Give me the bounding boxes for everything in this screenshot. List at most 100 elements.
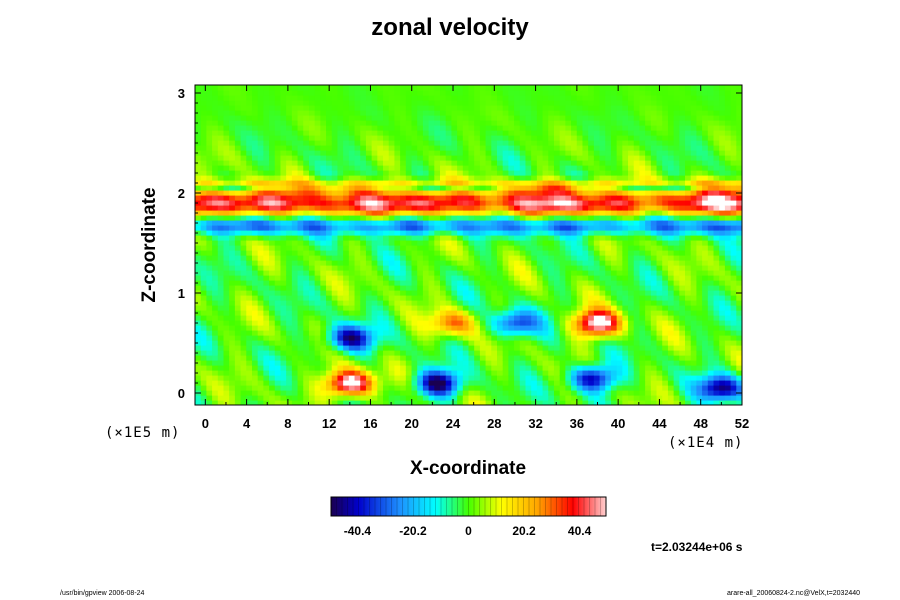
heatmap-cell [514,140,521,146]
heatmap-cell [599,140,606,146]
heatmap-cell [348,220,356,226]
heatmap-cell [593,130,601,136]
heatmap-cell [200,400,207,405]
heatmap-cell [360,295,367,301]
heatmap-cell [206,135,213,141]
heatmap-cell [234,260,242,266]
heatmap-cell [195,125,202,131]
heatmap-cell [440,185,447,191]
heatmap-cell [234,370,242,376]
heatmap-cell [440,250,447,256]
heatmap-cell [496,130,504,136]
heatmap-cell [360,380,367,386]
heatmap-cell [297,340,304,346]
heatmap-cell [371,295,378,301]
heatmap-cell [246,345,253,351]
heatmap-cell [508,390,515,396]
heatmap-cell [326,260,333,266]
heatmap-cell [240,330,247,336]
heatmap-cell [462,240,470,246]
heatmap-cell [633,345,641,351]
heatmap-cell [286,335,293,341]
heatmap-cell [354,240,361,246]
heatmap-cell [303,180,310,186]
heatmap-cell [229,105,236,111]
heatmap-cell [536,255,544,261]
heatmap-cell [212,330,219,336]
heatmap-cell [536,100,544,106]
heatmap-cell [582,150,589,156]
heatmap-cell [394,95,401,101]
heatmap-cell [217,180,225,186]
heatmap-cell [308,170,316,176]
heatmap-cell [354,335,361,341]
heatmap-cell [274,325,282,331]
heatmap-cell [462,340,470,346]
heatmap-cell [297,235,304,241]
heatmap-cell [576,260,584,266]
heatmap-cell [468,170,475,176]
heatmap-cell [462,385,470,391]
heatmap-cell [548,140,555,146]
heatmap-cell [354,150,361,156]
heatmap-cell [605,230,612,236]
heatmap-cell [559,310,566,316]
heatmap-cell [331,120,339,126]
heatmap-cell [337,165,344,171]
heatmap-cell [496,335,504,341]
heatmap-cell [422,335,430,341]
heatmap-cell [251,380,259,386]
heatmap-cell [223,365,230,371]
heatmap-cell [217,235,225,241]
heatmap-cell [422,395,430,401]
heatmap-cell [496,140,504,146]
heatmap-cell [548,320,555,326]
heatmap-cell [491,145,498,151]
heatmap-cell [479,360,487,366]
heatmap-cell [195,310,202,316]
heatmap-cell [400,345,407,351]
heatmap-cell [354,235,361,241]
heatmap-cell [548,260,555,266]
heatmap-cell [223,125,230,131]
heatmap-cell [314,140,321,146]
heatmap-cell [445,190,453,196]
heatmap-cell [314,105,321,111]
heatmap-cell [200,370,207,376]
heatmap-cell [485,130,492,136]
heatmap-cell [531,320,538,326]
heatmap-cell [457,195,464,201]
heatmap-cell [257,215,264,221]
heatmap-cell [377,140,384,146]
heatmap-cell [496,225,504,231]
heatmap-cell [217,300,225,306]
heatmap-cell [234,235,242,241]
heatmap-cell [571,330,578,336]
heatmap-cell [485,175,492,181]
heatmap-cell [571,265,578,271]
heatmap-cell [360,120,367,126]
heatmap-cell [337,160,344,166]
heatmap-cell [326,370,333,376]
heatmap-cell [422,240,430,246]
heatmap-cell [571,220,578,226]
heatmap-cell [605,155,612,161]
heatmap-cell [491,250,498,256]
heatmap-cell [508,250,515,256]
heatmap-cell [257,290,264,296]
heatmap-cell [246,335,253,341]
heatmap-cell [536,285,544,291]
heatmap-cell [280,190,287,196]
heatmap-cell [269,370,276,376]
heatmap-cell [565,265,572,271]
heatmap-cell [485,125,492,131]
heatmap-cell [405,370,413,376]
heatmap-cell [548,255,555,261]
heatmap-cell [286,395,293,401]
heatmap-cell [223,95,230,101]
heatmap-cell [514,155,521,161]
heatmap-cell [576,185,584,191]
heatmap-cell [593,85,601,91]
heatmap-cell [269,160,276,166]
heatmap-cell [628,210,635,216]
